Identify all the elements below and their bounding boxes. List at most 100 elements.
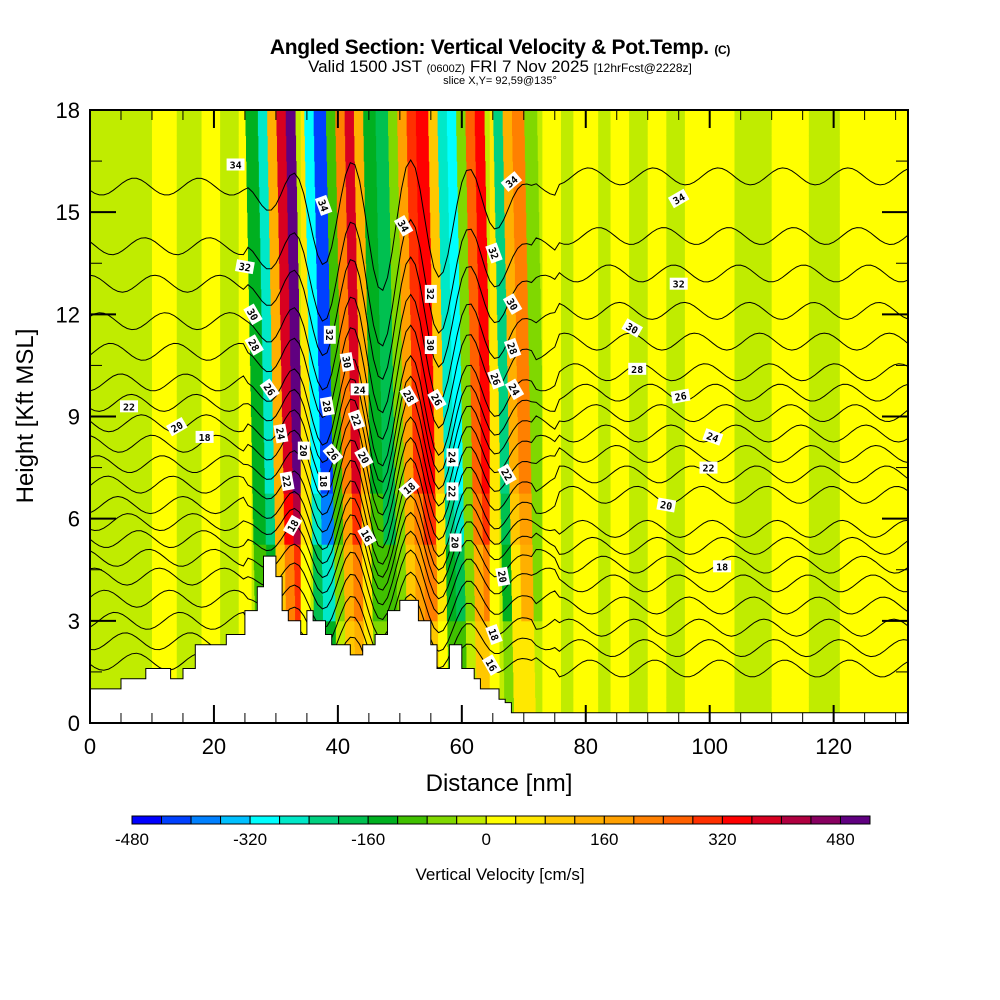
velocity-cell: [504, 186, 514, 213]
velocity-cell: [300, 288, 311, 315]
velocity-cell: [441, 288, 451, 315]
velocity-cell: [367, 314, 381, 341]
velocity-cell: [335, 110, 346, 137]
velocity-cell: [151, 390, 178, 417]
theta-contours: [90, 159, 908, 690]
velocity-cell: [647, 595, 667, 622]
velocity-cell: [465, 110, 476, 137]
y-tick-label: 3: [68, 609, 80, 634]
velocity-cell: [362, 544, 373, 571]
contour-label-box: [424, 284, 437, 303]
velocity-cell: [411, 390, 422, 417]
velocity-cell: [808, 493, 841, 520]
velocity-cell: [345, 620, 355, 647]
contour-label-box: [393, 215, 414, 237]
velocity-cell: [560, 339, 574, 366]
velocity-cell: [176, 390, 203, 417]
velocity-cell: [666, 569, 686, 596]
velocity-cell: [839, 110, 908, 137]
velocity-cell: [250, 390, 264, 417]
velocity-cell: [542, 161, 562, 188]
velocity-cell: [383, 544, 397, 571]
velocity-cell: [666, 518, 686, 545]
velocity-cell: [459, 263, 469, 290]
velocity-cell: [734, 135, 773, 162]
velocity-cell: [445, 518, 456, 545]
x-tick-label: 120: [815, 734, 852, 759]
velocity-cell: [734, 288, 773, 315]
velocity-cell: [384, 569, 398, 596]
velocity-cell: [647, 135, 667, 162]
velocity-cell: [333, 518, 344, 545]
velocity-cell: [513, 186, 527, 213]
velocity-cell: [542, 263, 562, 290]
velocity-cell: [542, 288, 562, 315]
velocity-cell: [398, 161, 409, 188]
velocity-cell: [542, 442, 562, 469]
velocity-cell: [402, 365, 413, 392]
velocity-cell: [734, 263, 773, 290]
velocity-cell: [513, 697, 524, 723]
y-tick-label: 15: [56, 200, 80, 225]
velocity-cell: [454, 493, 465, 520]
velocity-cell: [808, 135, 841, 162]
contour-label-box: [427, 388, 447, 411]
velocity-cell: [306, 237, 317, 264]
velocity-cell: [573, 135, 599, 162]
contour-label-text: 28: [504, 341, 518, 356]
velocity-cell: [277, 186, 288, 213]
velocity-cell: [666, 595, 686, 622]
velocity-cell: [439, 212, 450, 239]
contour-label-text: 34: [315, 198, 329, 213]
velocity-cell: [114, 595, 153, 622]
velocity-cell: [176, 365, 203, 392]
velocity-cell: [201, 390, 221, 417]
velocity-cell: [808, 212, 841, 239]
velocity-cell: [489, 518, 500, 545]
velocity-cell: [289, 314, 300, 341]
velocity-cell: [629, 161, 649, 188]
velocity-cell: [512, 135, 526, 162]
velocity-cell: [176, 288, 203, 315]
velocity-cell: [771, 110, 810, 137]
velocity-cell: [280, 339, 291, 366]
velocity-cell: [542, 237, 562, 264]
velocity-cell: [259, 212, 270, 239]
velocity-cell: [413, 493, 424, 520]
velocity-cell: [318, 339, 331, 366]
contour-label: 32: [485, 242, 503, 264]
velocity-cell: [251, 416, 265, 443]
velocity-cell: [808, 518, 841, 545]
contour-label: 24: [446, 448, 459, 467]
contour-label: 26: [487, 368, 505, 390]
velocity-cell: [440, 237, 450, 264]
velocity-cell: [808, 544, 841, 571]
colorbar-tick-label: -480: [115, 830, 149, 849]
velocity-cell: [201, 314, 221, 341]
velocity-cell: [629, 493, 649, 520]
velocity-cell: [293, 493, 303, 520]
velocity-cell: [560, 620, 574, 647]
velocity-cell: [647, 212, 667, 239]
velocity-cell: [220, 314, 240, 341]
velocity-cell: [560, 365, 574, 392]
velocity-cell: [220, 288, 240, 315]
velocity-cell: [305, 161, 316, 188]
velocity-cell: [300, 620, 311, 647]
velocity-cell: [345, 135, 355, 162]
contour-label-text: 32: [485, 246, 499, 261]
velocity-cell: [363, 620, 374, 647]
velocity-cell: [441, 314, 452, 341]
colorbar-swatch: [279, 815, 310, 825]
velocity-cell: [469, 314, 480, 341]
contour-label-text: 28: [319, 400, 332, 414]
velocity-cell: [530, 416, 544, 443]
velocity-cell: [355, 212, 366, 239]
velocity-cell: [317, 288, 330, 315]
velocity-cell: [176, 339, 203, 366]
velocity-cell: [647, 339, 667, 366]
contour-label-text: 22: [498, 467, 514, 483]
contour-label-box: [424, 336, 437, 354]
velocity-cell: [285, 110, 296, 137]
velocity-cell: [271, 339, 282, 366]
